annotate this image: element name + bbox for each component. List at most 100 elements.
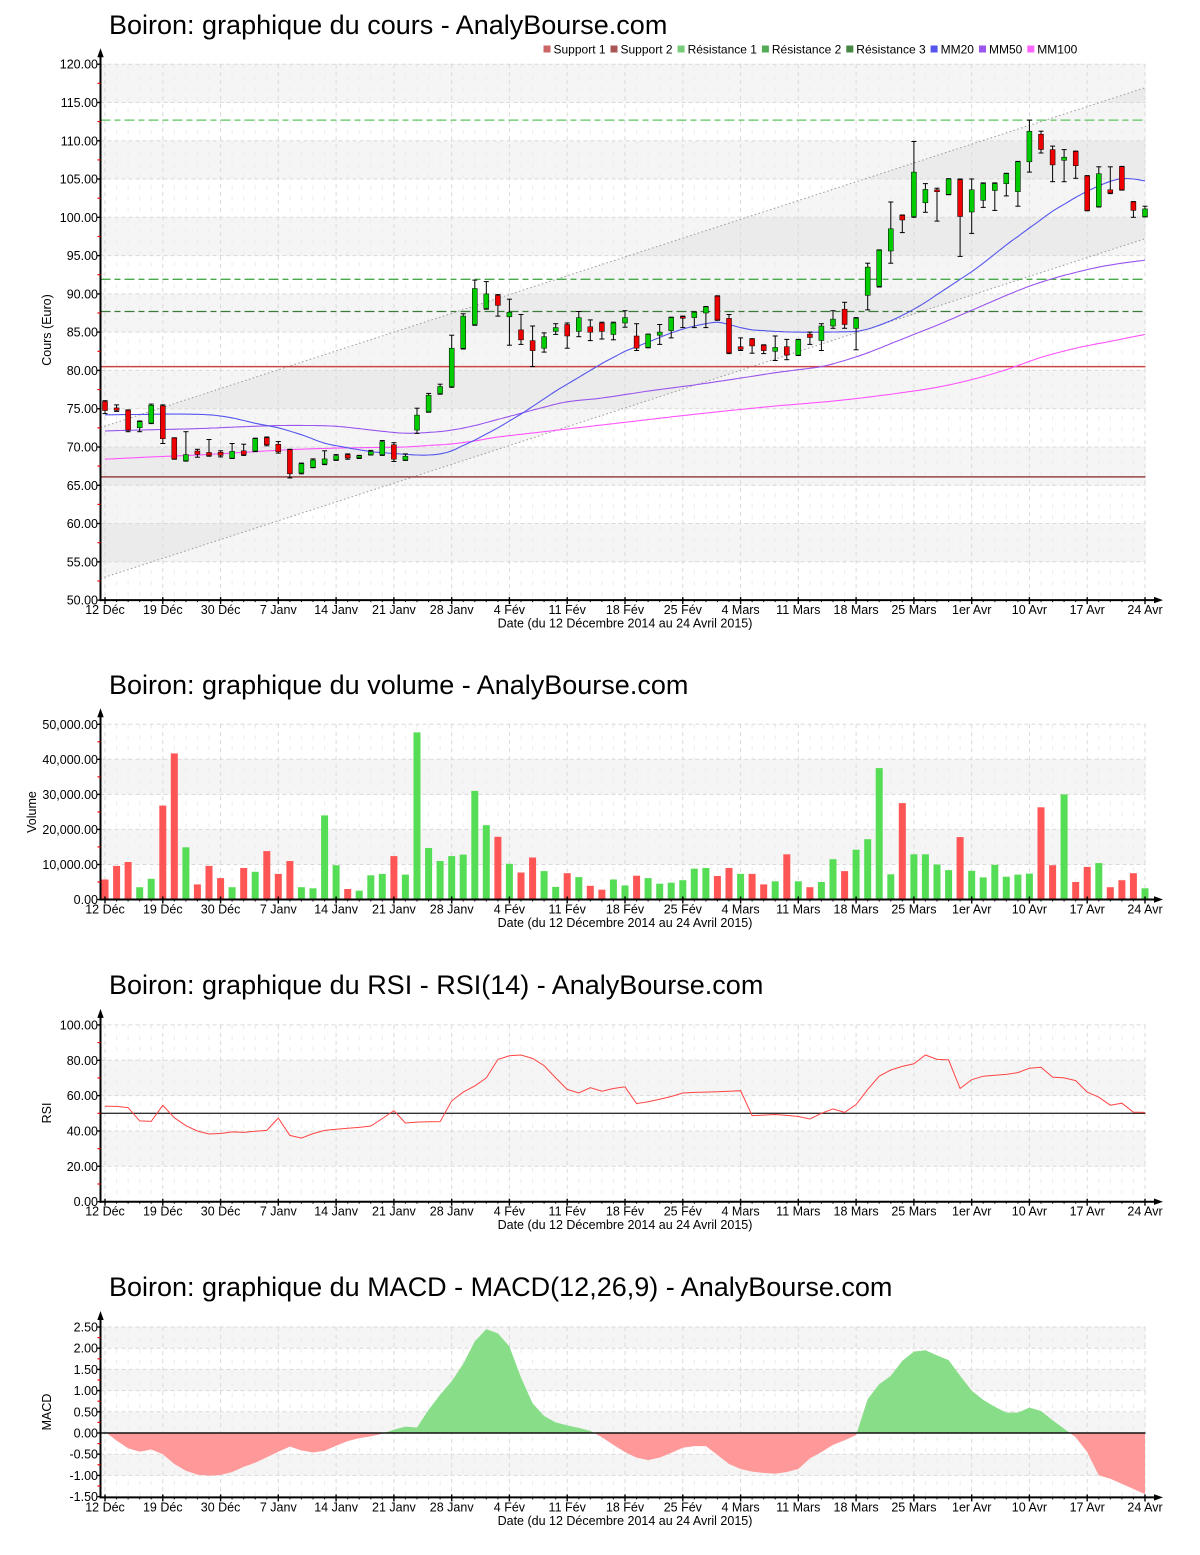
- svg-text:20,000.00: 20,000.00: [42, 823, 98, 837]
- svg-text:24 Avr: 24 Avr: [1127, 603, 1162, 617]
- svg-text:19 Déc: 19 Déc: [143, 1205, 183, 1219]
- svg-text:RSI: RSI: [40, 1103, 54, 1124]
- svg-text:18 Fév: 18 Fév: [606, 903, 645, 917]
- svg-text:4 Fév: 4 Fév: [494, 603, 526, 617]
- svg-text:24 Avr: 24 Avr: [1127, 1501, 1162, 1515]
- svg-text:10 Avr: 10 Avr: [1012, 603, 1047, 617]
- svg-text:24 Avr: 24 Avr: [1127, 903, 1162, 917]
- svg-text:4 Fév: 4 Fév: [494, 1205, 526, 1219]
- svg-text:100.00: 100.00: [60, 211, 98, 225]
- svg-text:Volume: Volume: [25, 791, 39, 833]
- svg-text:-1.00: -1.00: [70, 1469, 99, 1483]
- svg-text:55.00: 55.00: [67, 555, 98, 569]
- svg-text:Boiron: graphique du MACD - MA: Boiron: graphique du MACD - MACD(12,26,9…: [109, 1272, 892, 1302]
- svg-text:18 Fév: 18 Fév: [606, 1205, 645, 1219]
- svg-text:-1.50: -1.50: [70, 1490, 99, 1504]
- svg-text:14 Janv: 14 Janv: [314, 603, 359, 617]
- svg-text:4 Mars: 4 Mars: [721, 1501, 759, 1515]
- svg-text:25 Mars: 25 Mars: [891, 903, 936, 917]
- svg-text:7 Janv: 7 Janv: [260, 903, 298, 917]
- svg-text:4 Fév: 4 Fév: [494, 903, 526, 917]
- svg-text:75.00: 75.00: [67, 402, 98, 416]
- svg-text:Boiron: graphique du cours - A: Boiron: graphique du cours - AnalyBourse…: [109, 10, 667, 40]
- svg-text:MACD: MACD: [40, 1394, 54, 1431]
- svg-text:95.00: 95.00: [67, 249, 98, 263]
- svg-text:17 Avr: 17 Avr: [1070, 903, 1105, 917]
- svg-text:21 Janv: 21 Janv: [372, 903, 417, 917]
- svg-text:Support 1: Support 1: [554, 43, 606, 57]
- svg-text:11 Mars: 11 Mars: [776, 1501, 820, 1515]
- svg-text:18 Mars: 18 Mars: [834, 1205, 879, 1219]
- svg-text:2.50: 2.50: [74, 1321, 98, 1335]
- svg-text:12 Déc: 12 Déc: [85, 903, 125, 917]
- svg-text:MM20: MM20: [941, 43, 975, 57]
- svg-text:21 Janv: 21 Janv: [372, 1205, 417, 1219]
- svg-text:115.00: 115.00: [61, 96, 98, 110]
- svg-text:25 Fév: 25 Fév: [664, 903, 703, 917]
- svg-text:14 Janv: 14 Janv: [314, 903, 359, 917]
- svg-text:50.00: 50.00: [67, 594, 98, 608]
- svg-text:11 Fév: 11 Fév: [549, 1501, 587, 1515]
- svg-text:4 Mars: 4 Mars: [721, 603, 759, 617]
- svg-text:70.00: 70.00: [67, 441, 98, 455]
- svg-text:12 Déc: 12 Déc: [85, 603, 125, 617]
- svg-text:25 Mars: 25 Mars: [891, 1205, 936, 1219]
- svg-text:19 Déc: 19 Déc: [143, 1501, 183, 1515]
- svg-text:10 Avr: 10 Avr: [1012, 1205, 1047, 1219]
- svg-text:28 Janv: 28 Janv: [430, 903, 475, 917]
- svg-text:25 Fév: 25 Fév: [664, 603, 703, 617]
- svg-text:0.00: 0.00: [74, 1195, 98, 1209]
- svg-text:7 Janv: 7 Janv: [260, 1205, 298, 1219]
- svg-text:0.00: 0.00: [74, 893, 98, 907]
- svg-text:24 Avr: 24 Avr: [1127, 1205, 1162, 1219]
- svg-text:11 Mars: 11 Mars: [776, 1205, 820, 1219]
- svg-text:30 Déc: 30 Déc: [201, 1205, 241, 1219]
- svg-text:Support 2: Support 2: [621, 43, 673, 57]
- svg-text:10 Avr: 10 Avr: [1012, 903, 1047, 917]
- svg-text:30 Déc: 30 Déc: [201, 1501, 241, 1515]
- svg-text:17 Avr: 17 Avr: [1070, 1501, 1105, 1515]
- svg-text:11 Fév: 11 Fév: [549, 903, 587, 917]
- svg-text:19 Déc: 19 Déc: [143, 903, 183, 917]
- svg-text:18 Mars: 18 Mars: [834, 903, 879, 917]
- svg-text:1er Avr: 1er Avr: [952, 903, 991, 917]
- svg-text:Date (du 12 Décembre 2014 au 2: Date (du 12 Décembre 2014 au 24 Avril 20…: [498, 617, 753, 631]
- svg-text:17 Avr: 17 Avr: [1070, 1205, 1105, 1219]
- svg-text:4 Mars: 4 Mars: [721, 903, 759, 917]
- svg-text:28 Janv: 28 Janv: [430, 1205, 475, 1219]
- svg-text:25 Mars: 25 Mars: [891, 603, 936, 617]
- svg-text:18 Fév: 18 Fév: [606, 603, 645, 617]
- svg-text:25 Mars: 25 Mars: [891, 1501, 936, 1515]
- svg-text:0.50: 0.50: [74, 1405, 98, 1419]
- svg-text:25 Fév: 25 Fév: [664, 1501, 703, 1515]
- svg-text:40.00: 40.00: [67, 1125, 98, 1139]
- svg-text:11 Mars: 11 Mars: [776, 903, 820, 917]
- svg-text:1.00: 1.00: [74, 1384, 98, 1398]
- svg-text:2.00: 2.00: [74, 1342, 98, 1356]
- svg-text:90.00: 90.00: [67, 287, 98, 301]
- svg-text:11 Mars: 11 Mars: [776, 603, 820, 617]
- svg-text:11 Fév: 11 Fév: [549, 1205, 587, 1219]
- svg-text:30 Déc: 30 Déc: [201, 903, 241, 917]
- svg-text:40,000.00: 40,000.00: [42, 753, 98, 767]
- svg-text:50,000.00: 50,000.00: [42, 718, 98, 732]
- svg-text:20.00: 20.00: [67, 1160, 98, 1174]
- svg-text:17 Avr: 17 Avr: [1070, 603, 1105, 617]
- svg-text:18 Mars: 18 Mars: [834, 603, 879, 617]
- svg-text:60.00: 60.00: [67, 1089, 98, 1103]
- svg-text:25 Fév: 25 Fév: [664, 1205, 703, 1219]
- svg-text:28 Janv: 28 Janv: [430, 603, 475, 617]
- svg-text:4 Fév: 4 Fév: [494, 1501, 526, 1515]
- svg-text:Boiron: graphique du RSI - RSI: Boiron: graphique du RSI - RSI(14) - Ana…: [109, 970, 763, 1000]
- svg-text:Boiron: graphique du volume -: Boiron: graphique du volume - AnalyBours…: [109, 670, 688, 700]
- svg-text:-0.50: -0.50: [70, 1448, 99, 1462]
- svg-text:10 Avr: 10 Avr: [1012, 1501, 1047, 1515]
- svg-text:19 Déc: 19 Déc: [143, 603, 183, 617]
- svg-text:14 Janv: 14 Janv: [314, 1205, 359, 1219]
- svg-text:7 Janv: 7 Janv: [260, 603, 298, 617]
- svg-text:Date (du 12 Décembre 2014 au 2: Date (du 12 Décembre 2014 au 24 Avril 20…: [498, 1514, 753, 1528]
- svg-text:1.50: 1.50: [74, 1363, 98, 1377]
- svg-text:Cours (Euro): Cours (Euro): [40, 294, 54, 366]
- svg-text:1er Avr: 1er Avr: [952, 603, 991, 617]
- svg-text:7 Janv: 7 Janv: [260, 1501, 298, 1515]
